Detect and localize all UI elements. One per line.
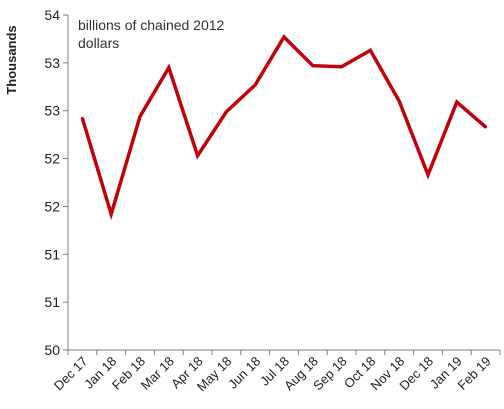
- data-point: [80, 116, 84, 120]
- y-tick-label: 53: [44, 55, 60, 71]
- x-tick-label: Dec 17: [51, 354, 91, 394]
- data-point: [196, 154, 200, 158]
- y-tick-label: 51: [44, 294, 60, 310]
- chart-annotation-line2: dollars: [78, 35, 119, 51]
- data-point: [340, 65, 344, 69]
- chart-annotation-line1: billions of chained 2012: [78, 17, 225, 33]
- y-tick-group: 50 51 51 52 52 53 53 54: [44, 7, 68, 358]
- y-tick-label: 54: [44, 7, 60, 23]
- y-axis: 50 51 51 52 52 53 53 54: [44, 7, 69, 358]
- data-point: [253, 83, 257, 87]
- data-point: [368, 48, 372, 52]
- data-point: [426, 173, 430, 177]
- data-point: [224, 110, 228, 114]
- y-tick-label: 52: [44, 198, 60, 214]
- series-line: [80, 34, 487, 221]
- x-tick-label: Jun 18: [225, 354, 263, 392]
- data-point: [484, 125, 488, 129]
- x-tick-label: Feb 19: [454, 354, 493, 393]
- data-point: [455, 100, 459, 104]
- data-point: [109, 212, 113, 216]
- y-tick-label: 52: [44, 151, 60, 167]
- data-point: [397, 99, 401, 103]
- series-group: [80, 34, 488, 221]
- y-axis-title: Thousands: [4, 25, 19, 94]
- y-tick-label: 50: [44, 342, 60, 358]
- y-tick-label: 53: [44, 103, 60, 119]
- data-point: [311, 64, 315, 68]
- data-point: [138, 114, 142, 118]
- data-point: [167, 66, 171, 70]
- x-tick-label: Mar 18: [138, 354, 177, 393]
- data-point: [282, 35, 286, 39]
- y-tick-label: 51: [44, 246, 60, 262]
